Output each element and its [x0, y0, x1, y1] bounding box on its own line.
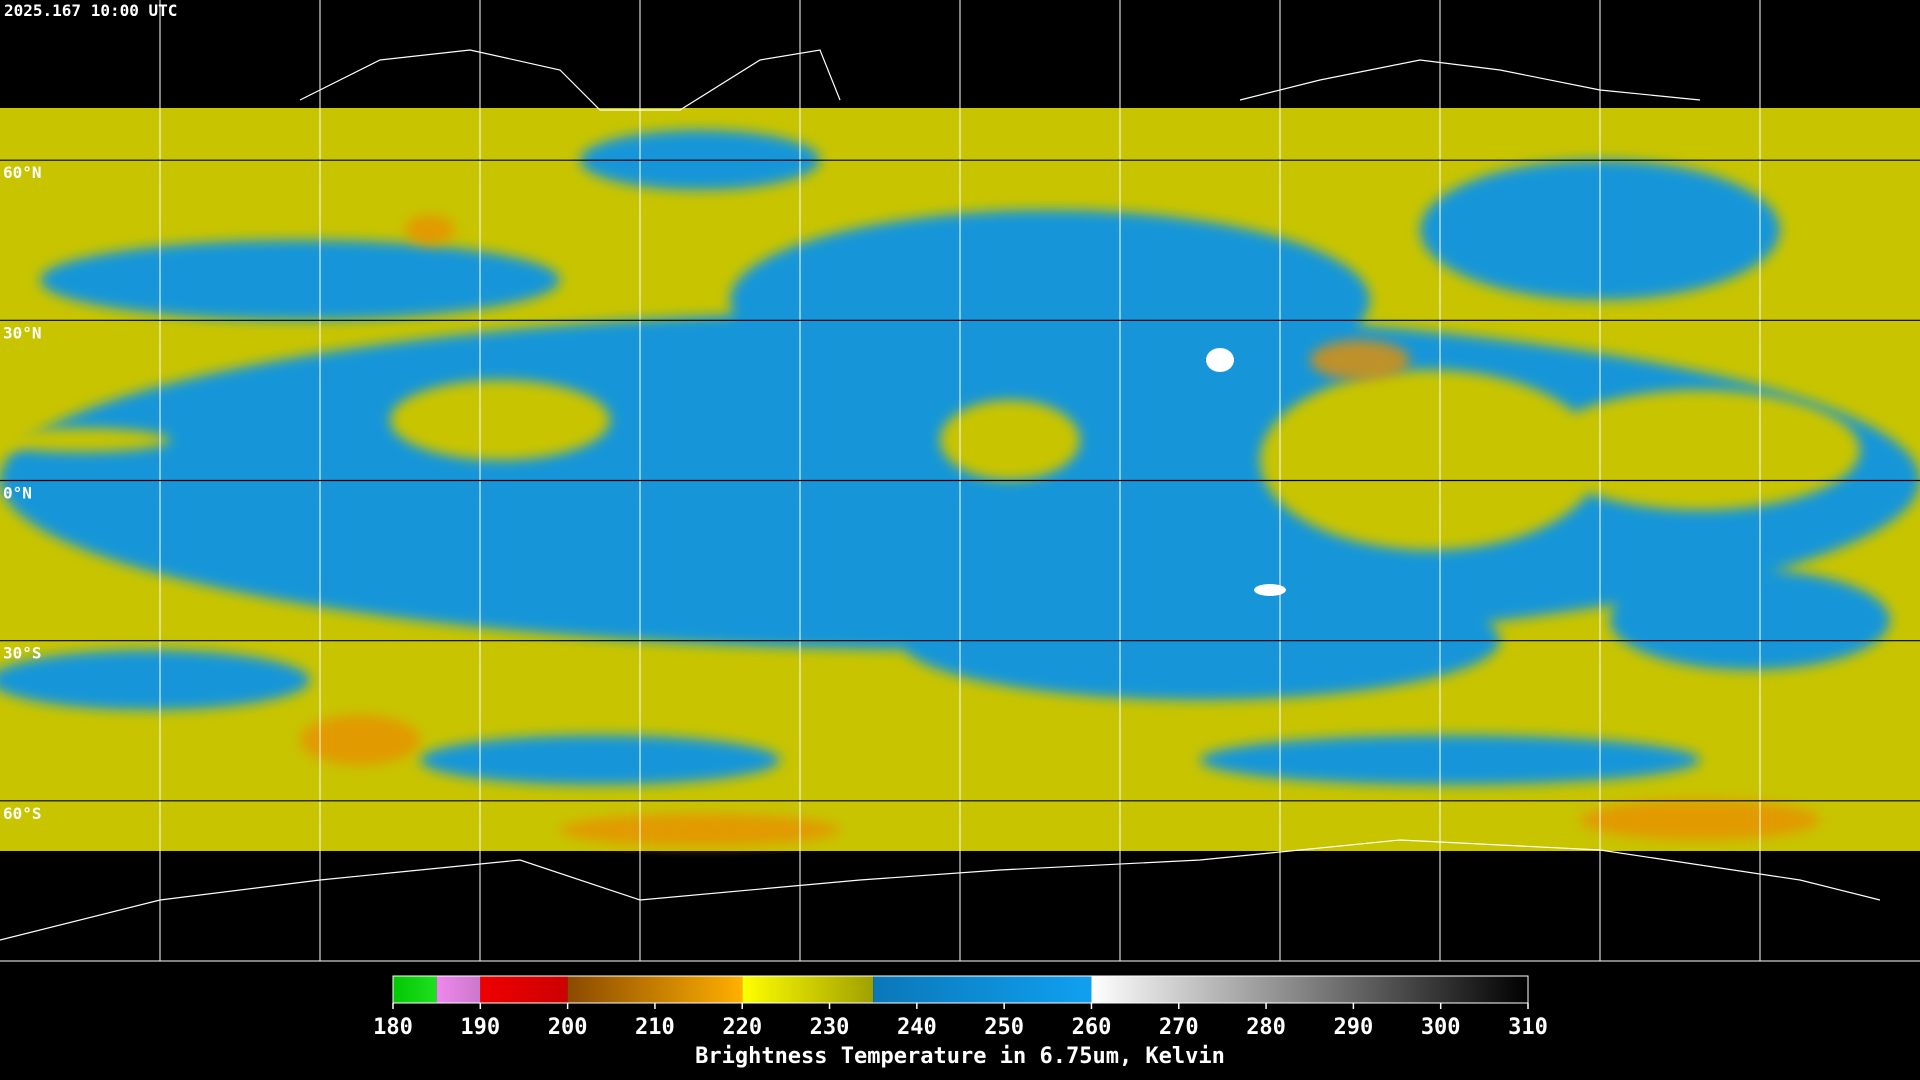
- colorbar: 180 190 200 210 220 230 240 250 260 270 280 290 300 3…: [373, 975, 1548, 1040]
- colorbar-segment: [436, 976, 481, 1003]
- colorbar-tick-label: 180: [373, 1015, 413, 1040]
- very-dry-spots: [1206, 348, 1286, 596]
- dry-region: [1200, 735, 1700, 785]
- colorbar-segment: [393, 976, 437, 1003]
- colorbar-tick-label: 190: [460, 1015, 500, 1040]
- cloud-top: [405, 215, 455, 245]
- dry-region: [1610, 570, 1890, 670]
- colorbar-tick-label: 200: [548, 1015, 588, 1040]
- coastline: [1239, 59, 1701, 101]
- dry-region: [420, 735, 780, 785]
- latitude-label: 60°S: [3, 804, 42, 823]
- cloud-top: [560, 814, 840, 846]
- dry-region: [0, 650, 310, 710]
- colorbar-tick-label: 230: [810, 1015, 850, 1040]
- dry-spot: [1254, 584, 1286, 596]
- colorbar-tick-label: 240: [897, 1015, 937, 1040]
- moist-region: [1260, 370, 1600, 550]
- graticule: 60°N 30°N 0°N 30°S 60°S: [0, 0, 1920, 962]
- colorbar-frame: [392, 975, 1529, 1004]
- cloud-top: [300, 715, 420, 765]
- colorbar-tick-label: 260: [1072, 1015, 1112, 1040]
- colorbar-segment: [873, 976, 1092, 1003]
- dry-region: [900, 580, 1500, 700]
- moist-region: [390, 380, 610, 460]
- moist-region: [0, 428, 170, 452]
- latitude-label: 30°S: [3, 644, 42, 663]
- colorbar-segment: [480, 976, 568, 1003]
- colorbar-tick-label: 280: [1246, 1015, 1286, 1040]
- colorbar-segment: [1091, 976, 1528, 1003]
- colorbar-tick-label: 290: [1334, 1015, 1374, 1040]
- colorbar-tick-label: 220: [722, 1015, 762, 1040]
- timestamp: 2025.167 10:00 UTC: [4, 1, 177, 20]
- colorbar-tick-label: 270: [1159, 1015, 1199, 1040]
- dry-region: [730, 210, 1370, 390]
- latitude-label: 30°N: [3, 323, 42, 342]
- colorbar-tick-label: 310: [1508, 1015, 1548, 1040]
- colorbar-segment: [742, 976, 874, 1003]
- colorbar-title: Brightness Temperature in 6.75um, Kelvin: [695, 1044, 1225, 1069]
- colorbar-tick-label: 210: [635, 1015, 675, 1040]
- coastline: [0, 839, 1881, 941]
- dry-region: [40, 240, 560, 320]
- colorbar-tick-label: 250: [984, 1015, 1024, 1040]
- dry-spot: [1206, 348, 1234, 372]
- moist-region: [940, 400, 1080, 480]
- colorbar-tick-label: 300: [1421, 1015, 1461, 1040]
- cloud-top: [1580, 800, 1820, 840]
- latitude-label: 60°N: [3, 163, 42, 182]
- colorbar-segment: [567, 976, 743, 1003]
- moist-region: [1540, 390, 1860, 510]
- cloud-top: [1310, 340, 1410, 380]
- latitude-label: 0°N: [3, 484, 32, 503]
